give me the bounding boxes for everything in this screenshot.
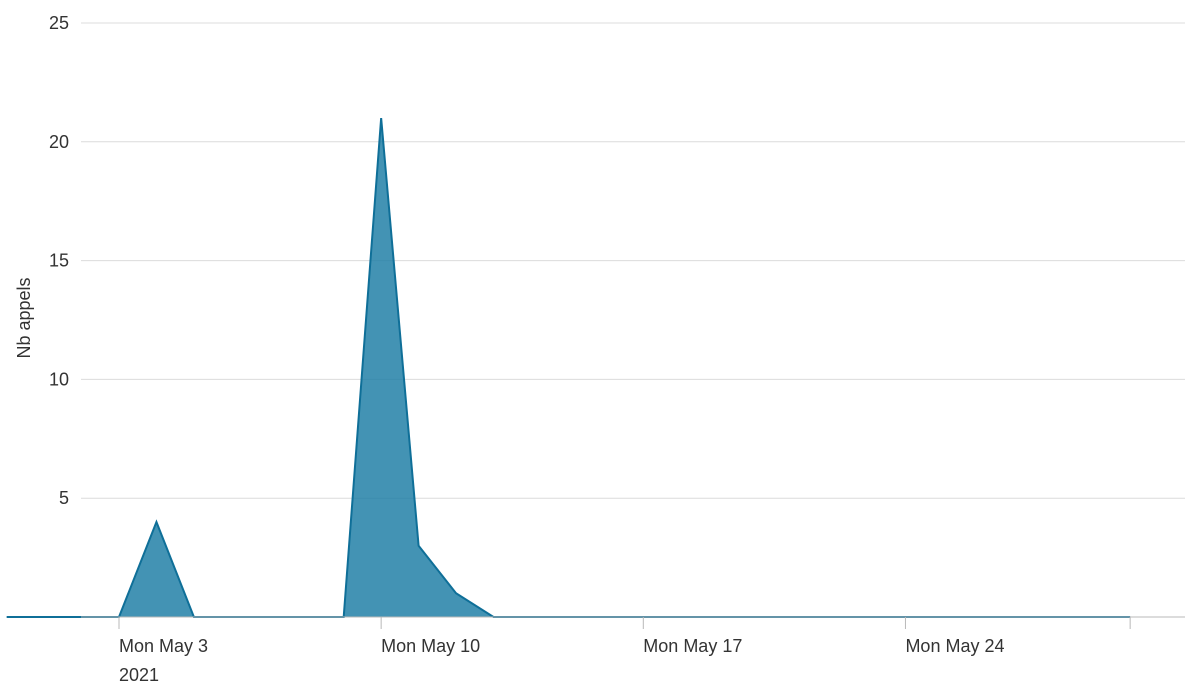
series-area-group [6,117,1131,618]
series-area-fill [6,118,1131,617]
y-tick-label: 10 [49,369,69,389]
gridlines [81,22,1185,499]
y-tick-label: 20 [49,132,69,152]
y-tick-label: 15 [49,251,69,271]
y-tick-label: 5 [59,488,69,508]
y-tick-label: 25 [49,13,69,33]
x-tick-label: Mon May 17 [643,636,742,656]
x-axis-ticks: Mon May 3 2021 Mon May 10 Mon May 17 Mon May… [118,617,1131,685]
x-tick-sublabel: 2021 [119,665,159,685]
y-axis-ticks: 5 10 15 20 25 [49,13,69,508]
y-axis-label: Nb appels [14,277,34,358]
x-tick-label: Mon May 3 [119,636,208,656]
x-tick-label: Mon May 10 [381,636,480,656]
x-tick-label: Mon May 24 [905,636,1004,656]
series-line [6,117,1131,618]
